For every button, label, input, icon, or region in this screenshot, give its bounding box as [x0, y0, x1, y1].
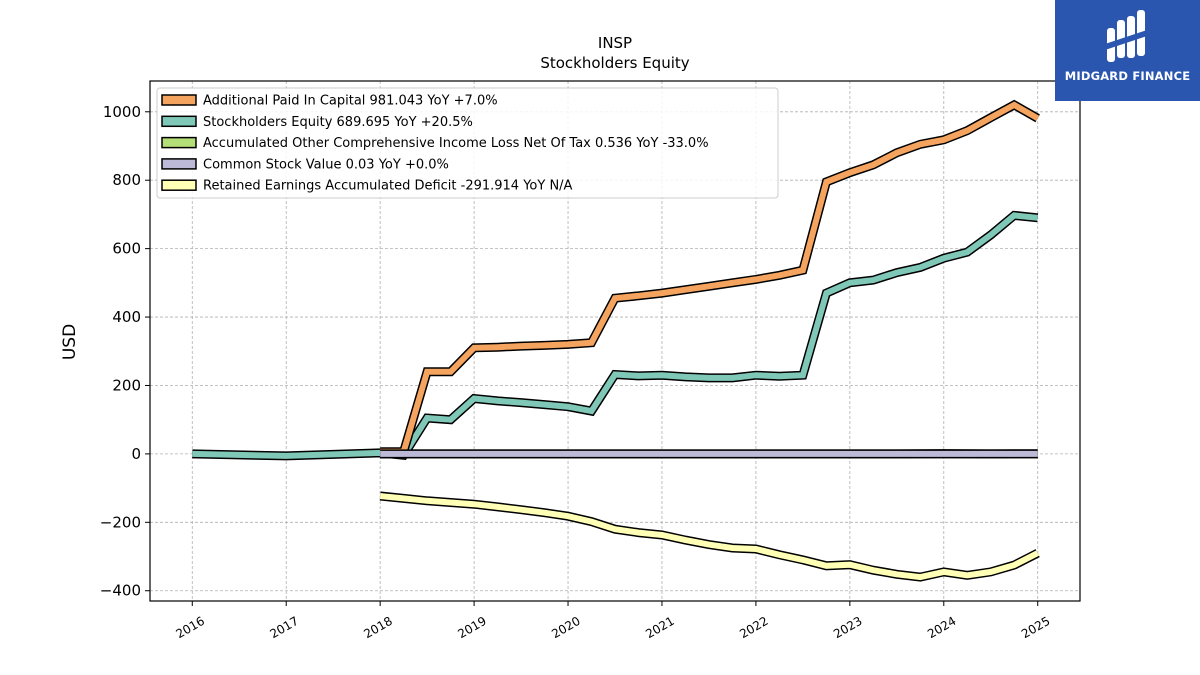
brand-logo: MIDGARD FINANCE — [1055, 0, 1200, 101]
series-line — [380, 101, 1040, 455]
y-tick-label: 1000 — [103, 103, 141, 121]
series-line-outline — [379, 491, 1040, 582]
legend-swatch — [161, 136, 197, 149]
legend-box — [156, 87, 779, 199]
x-tick-label: 2021 — [643, 614, 676, 641]
x-tick-label: 2019 — [455, 614, 488, 641]
x-tick-label: 2025 — [1019, 614, 1052, 641]
legend-entry: Common Stock Value 0.03 YoY +0.0% — [203, 157, 449, 172]
y-tick-label: −200 — [100, 513, 141, 531]
y-tick-label: 0 — [131, 445, 141, 463]
x-tick-label: 2023 — [831, 614, 864, 641]
legend-entry: Additional Paid In Capital 981.043 YoY +… — [203, 94, 498, 109]
y-axis-label: USD — [60, 324, 80, 360]
series-line-outline — [192, 210, 1039, 461]
x-tick-label: 2022 — [737, 614, 770, 641]
series-line — [192, 212, 1039, 459]
legend-swatch — [161, 94, 197, 106]
y-tick-label: −400 — [100, 582, 141, 600]
legend-swatch — [161, 158, 197, 170]
y-tick-label: 600 — [112, 240, 141, 258]
legend: Additional Paid In Capital 981.043 YoY +… — [156, 87, 779, 199]
x-tick-label: 2016 — [174, 614, 207, 641]
x-tick-label: 2024 — [925, 614, 958, 641]
x-tick-label: 2018 — [361, 614, 394, 641]
y-tick-label: 200 — [112, 376, 141, 394]
legend-entry: Stockholders Equity 689.695 YoY +20.5% — [203, 115, 473, 130]
midgard-logo-icon — [1105, 10, 1147, 62]
y-tick-label: 400 — [112, 308, 141, 326]
legend-swatch — [161, 115, 197, 128]
plot-frame — [149, 80, 1081, 602]
chart-title: INSP — [598, 34, 632, 52]
legend-swatch — [161, 179, 197, 191]
legend-entry: Retained Earnings Accumulated Deficit -2… — [203, 179, 573, 194]
series-line — [379, 493, 1040, 581]
series-lines — [192, 99, 1040, 582]
x-tick-label: 2020 — [549, 614, 582, 641]
legend-entry: Accumulated Other Comprehensive Income L… — [203, 136, 709, 151]
chart-subtitle: Stockholders Equity — [540, 54, 689, 72]
brand-logo-text: MIDGARD FINANCE — [1064, 69, 1191, 83]
y-tick-label: 800 — [112, 171, 141, 189]
x-tick-label: 2017 — [267, 614, 300, 641]
